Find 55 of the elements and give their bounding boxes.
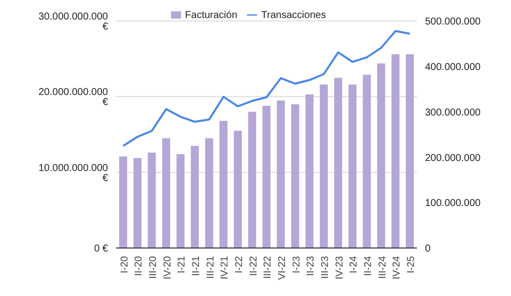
bar	[205, 138, 214, 248]
y-tick-label: 10.000.000.000 €	[38, 162, 108, 184]
x-tick-label: I-22	[234, 256, 245, 274]
bar	[162, 138, 170, 248]
bar	[234, 130, 242, 248]
x-tick-label: III-20	[148, 256, 159, 279]
legend-label: Transacciones	[261, 10, 326, 21]
x-tick-label: III-21	[205, 256, 216, 279]
y2-tick-label: 300.000.000	[425, 107, 482, 118]
bar	[176, 154, 184, 248]
x-tick-label: I-21	[176, 256, 188, 274]
x-tick-label: III-23	[320, 256, 331, 279]
bar	[276, 100, 285, 248]
bar	[248, 112, 256, 248]
y2-tick-label: 500.000.000	[425, 16, 482, 28]
bar	[348, 84, 356, 248]
bar	[406, 54, 414, 248]
bar	[377, 63, 386, 248]
x-tick-label: III-22	[262, 256, 274, 279]
x-tick-label: I-23	[291, 256, 302, 274]
x-tick-label: IV-24	[392, 256, 403, 280]
x-tick-label: IV-20	[162, 256, 174, 280]
x-tick-label: II-22	[248, 256, 260, 276]
y2-tick-label: 200.000.000	[425, 152, 482, 164]
legend-label: Facturación	[185, 10, 238, 21]
y-tick-label: 20.000.000.000 €	[38, 87, 108, 108]
x-tick-label: II-24	[362, 256, 374, 276]
x-tick-label: II-20	[134, 256, 145, 276]
x-tick-label: IV-21	[220, 256, 231, 280]
bar	[320, 84, 328, 248]
x-tick-label: IV-23	[334, 256, 346, 280]
x-tick-label: II-21	[190, 256, 202, 276]
bar	[391, 54, 400, 248]
bar	[219, 120, 228, 248]
bar	[305, 94, 314, 248]
x-tick-label: VI-22	[276, 256, 288, 280]
bar	[262, 106, 270, 248]
x-tick-label: II-23	[306, 256, 317, 276]
bar	[362, 74, 371, 248]
x-tick-label: I-24	[348, 256, 360, 274]
y2-tick-label: 100.000.000	[425, 198, 482, 210]
x-tick-label: I-20	[119, 256, 130, 274]
bar	[148, 152, 156, 248]
y-tick-label: 30.000.000.000 €	[38, 12, 108, 33]
y2-tick-label: 400.000.000	[425, 62, 482, 73]
line-series	[122, 30, 411, 147]
x-tick-label: III-24	[377, 256, 388, 279]
bar	[291, 104, 300, 248]
bar	[119, 156, 128, 248]
y-tick-label: 0 €	[94, 244, 108, 255]
x-tick-label: I-25	[406, 256, 417, 274]
bar	[190, 146, 199, 248]
bar	[133, 158, 142, 248]
bar	[334, 78, 342, 248]
y2-tick-label: 0	[425, 244, 431, 255]
